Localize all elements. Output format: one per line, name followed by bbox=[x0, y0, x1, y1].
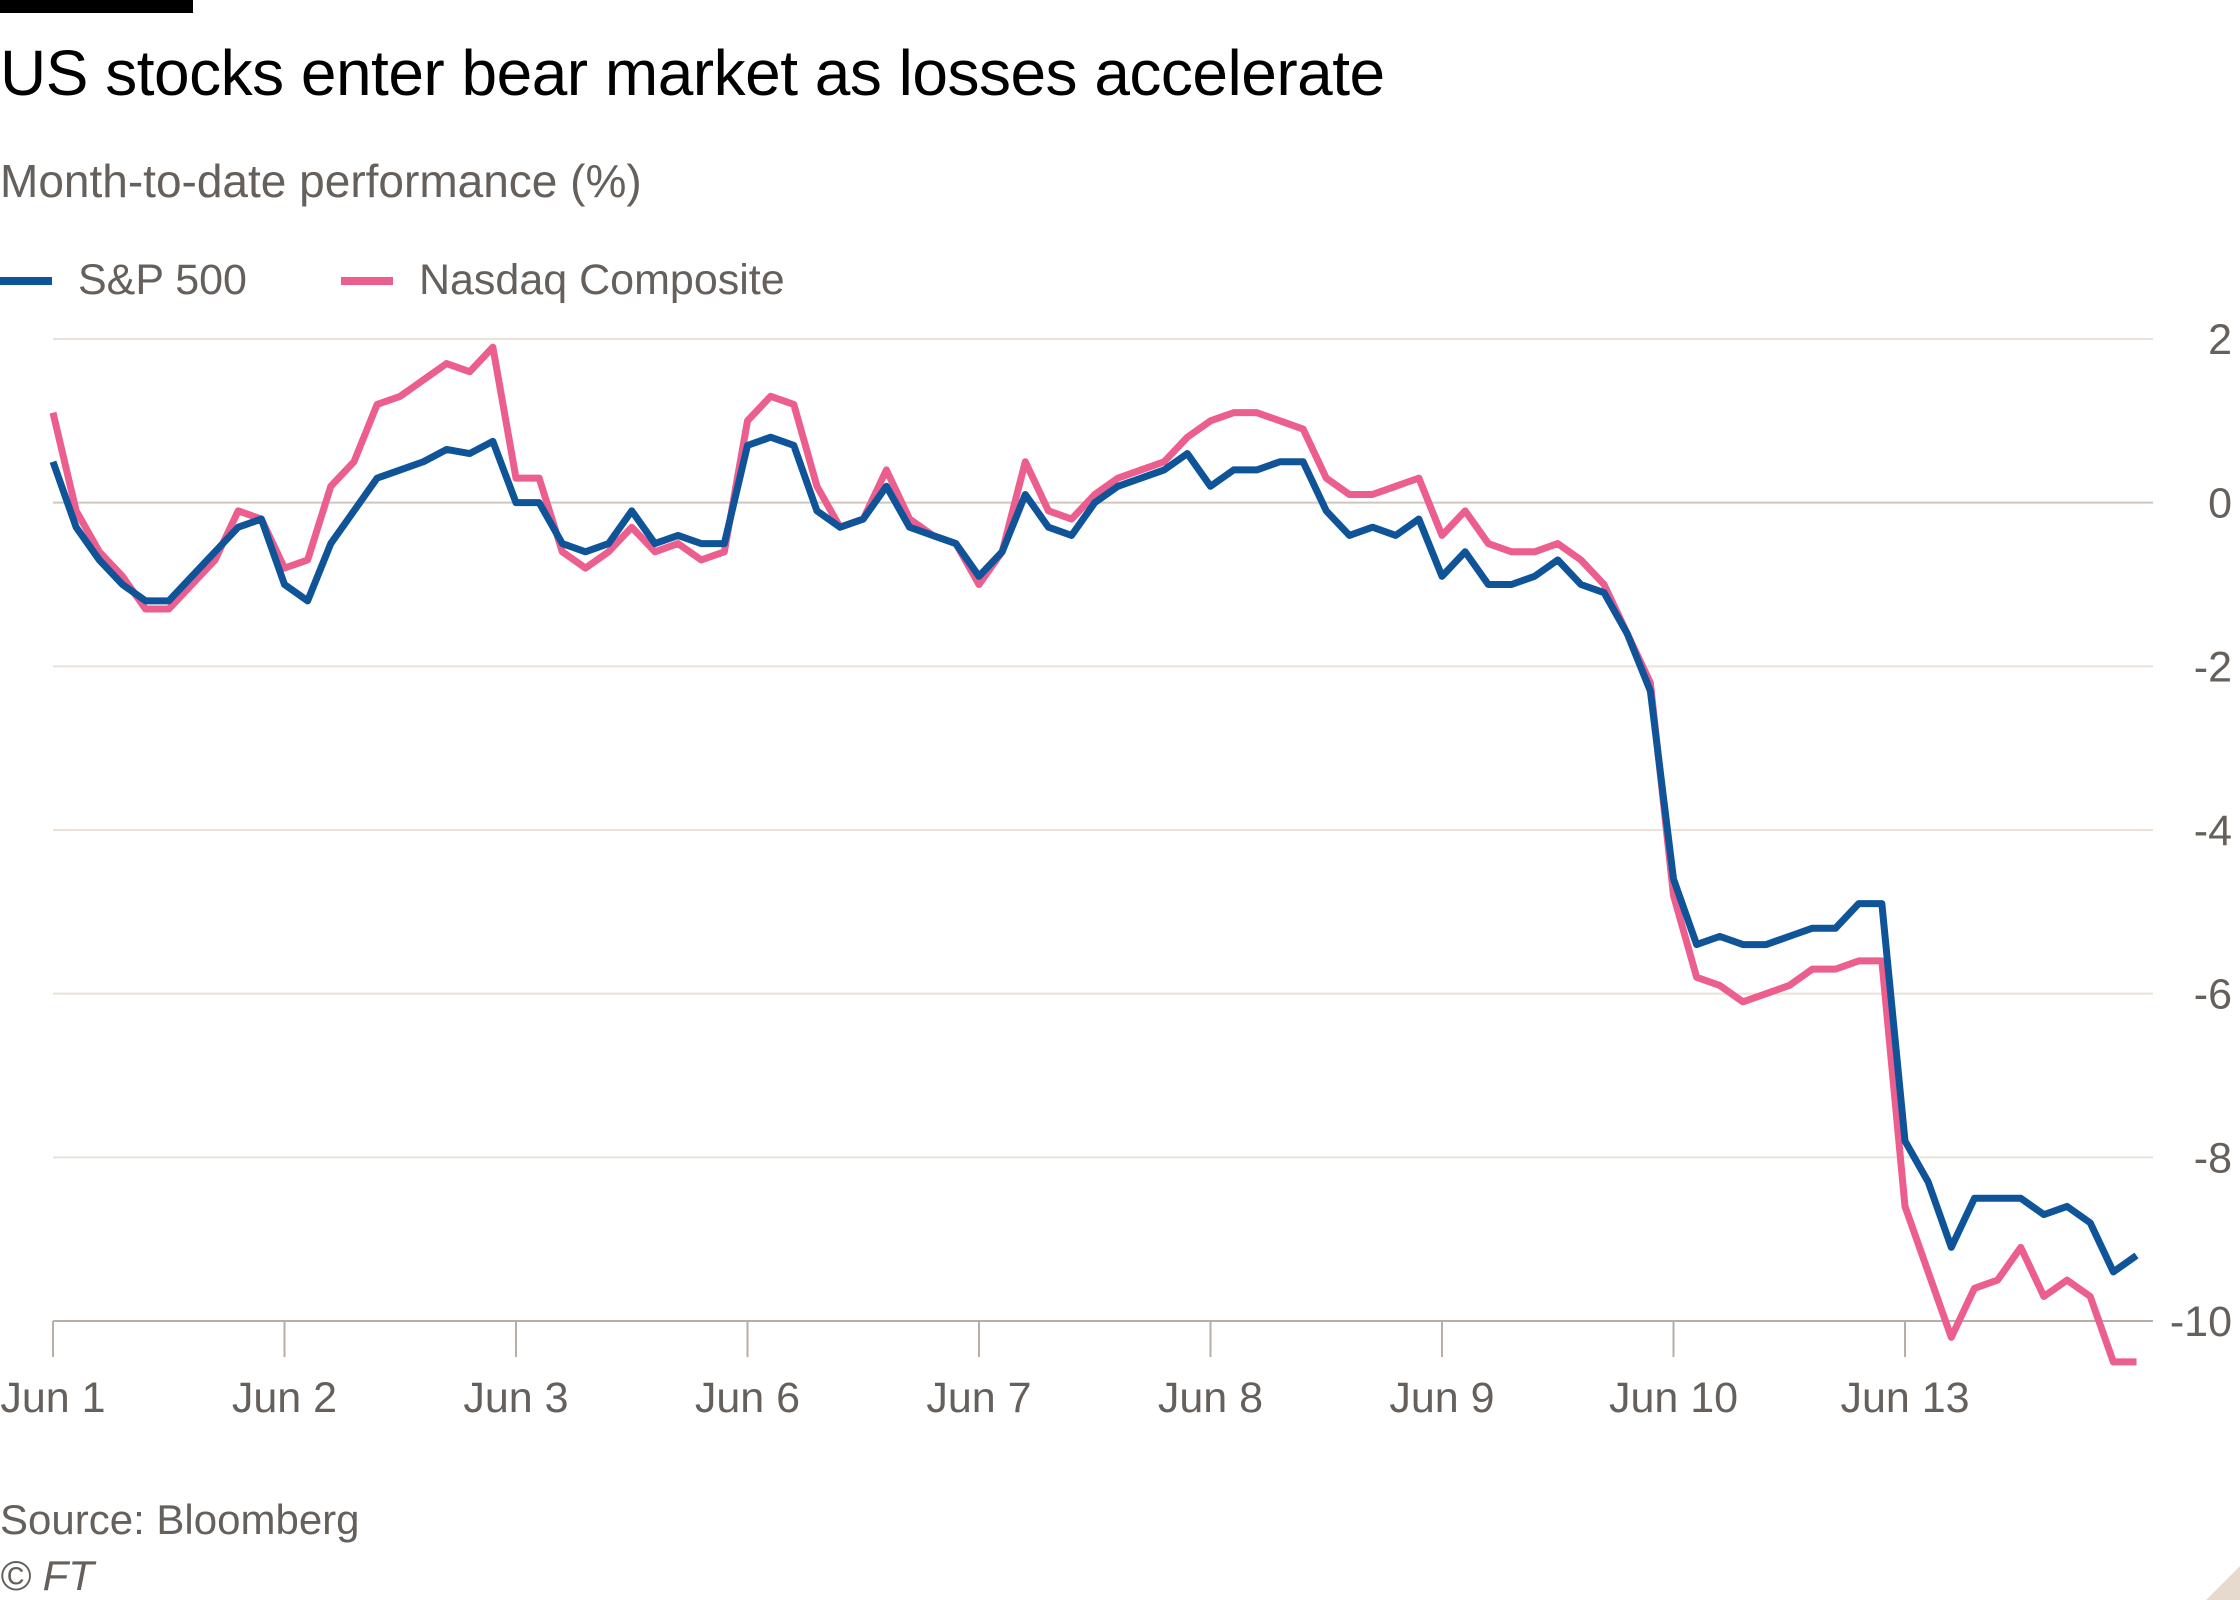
copyright: © FT bbox=[0, 1552, 94, 1599]
y-tick-label: -2 bbox=[2194, 643, 2232, 691]
x-tick-label: Jun 1 bbox=[0, 1374, 105, 1422]
y-tick-label: -10 bbox=[2170, 1298, 2232, 1346]
x-tick-label: Jun 9 bbox=[1389, 1374, 1494, 1422]
x-axis: Jun 1 Jun 2 Jun 3 Jun 6 Jun 7 Jun 8 Jun 9 Jun 1… bbox=[0, 1321, 1970, 1422]
source-note: Source: Bloomberg bbox=[0, 1496, 360, 1543]
x-tick-label: Jun 3 bbox=[463, 1374, 568, 1422]
x-tick-label: Jun 8 bbox=[1158, 1374, 1263, 1422]
y-tick-label: -8 bbox=[2194, 1134, 2232, 1182]
legend-item-sp500: S&P 500 bbox=[0, 256, 247, 305]
y-axis: 2 0 -2 -4 -6 -8 -10 bbox=[2170, 316, 2232, 1346]
chart-title: US stocks enter bear market as losses ac… bbox=[0, 37, 1385, 109]
legend-item-nasdaq: Nasdaq Composite bbox=[340, 256, 785, 305]
y-tick-label: 0 bbox=[2208, 480, 2232, 528]
ft-brand-bar bbox=[0, 0, 193, 13]
x-tick-label: Jun 7 bbox=[926, 1374, 1031, 1422]
x-tick-label: Jun 13 bbox=[1840, 1374, 1969, 1422]
y-tick-label: -4 bbox=[2194, 807, 2232, 855]
y-tick-label: 2 bbox=[2208, 316, 2232, 364]
legend-label-nasdaq: Nasdaq Composite bbox=[418, 256, 785, 304]
chart-subtitle: Month-to-date performance (%) bbox=[0, 155, 642, 207]
series-lines bbox=[49, 343, 2139, 1366]
legend: S&P 500 Nasdaq Composite bbox=[0, 256, 879, 305]
series-line-nasdaq-composite bbox=[49, 343, 2137, 1366]
corner-fold bbox=[2206, 1566, 2240, 1600]
legend-swatch-nasdaq bbox=[340, 276, 393, 285]
x-tick-label: Jun 2 bbox=[232, 1374, 337, 1422]
series-line-s-p-500 bbox=[49, 433, 2139, 1276]
x-tick-label: Jun 6 bbox=[695, 1374, 800, 1422]
x-tick-label: Jun 10 bbox=[1609, 1374, 1738, 1422]
gridlines bbox=[53, 338, 2153, 1322]
legend-label-sp500: S&P 500 bbox=[78, 256, 247, 304]
legend-swatch-sp500 bbox=[0, 276, 52, 285]
y-tick-label: -6 bbox=[2194, 971, 2232, 1019]
